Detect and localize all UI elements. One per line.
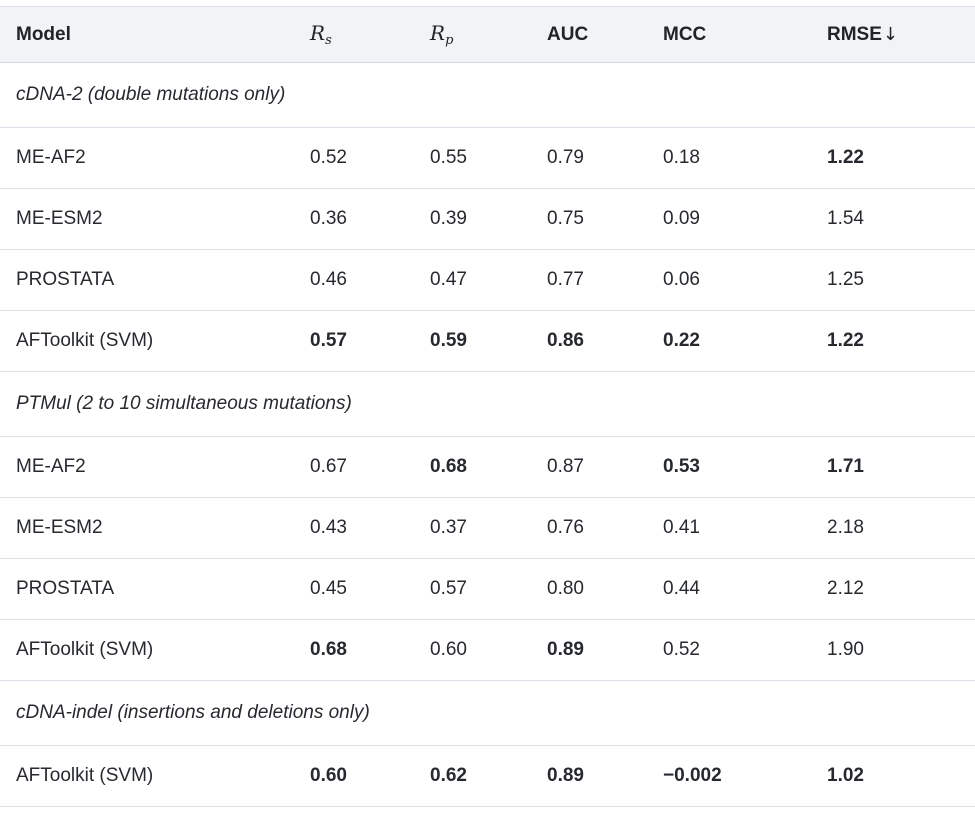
metric-value: 0.09 xyxy=(663,208,700,229)
metric-value: 0.43 xyxy=(310,517,347,538)
metric-value: 0.60 xyxy=(310,765,347,786)
metric-value: 0.86 xyxy=(547,330,584,351)
metric-value: 0.59 xyxy=(430,330,467,351)
metric-value: 0.89 xyxy=(547,639,584,660)
metric-value: 0.53 xyxy=(663,456,700,477)
metric-value: 0.57 xyxy=(430,578,467,599)
metric-value: 0.87 xyxy=(547,456,584,477)
table-row: ME-AF2 0.67 0.68 0.87 0.53 1.71 xyxy=(0,437,975,498)
table-row: AFToolkit (SVM) 0.57 0.59 0.86 0.22 1.22 xyxy=(0,311,975,372)
metric-value: 0.46 xyxy=(310,269,347,290)
model-name: AFToolkit (SVM) xyxy=(16,639,154,660)
metric-value: 0.68 xyxy=(310,639,347,660)
metric-value: 0.37 xyxy=(430,517,467,538)
metrics-table: Model Rs Rp AUC MCC RMSE↓ cDNA-2 (double mutat… xyxy=(0,6,975,807)
table-row: ME-ESM2 0.36 0.39 0.75 0.09 1.54 xyxy=(0,189,975,250)
metric-value: 0.75 xyxy=(547,208,584,229)
metric-value: 0.80 xyxy=(547,578,584,599)
column-header-rmse: RMSE↓ xyxy=(827,24,975,46)
section-header-row: cDNA-indel (insertions and deletions onl… xyxy=(0,681,975,746)
metric-value: 0.79 xyxy=(547,147,584,168)
model-name: AFToolkit (SVM) xyxy=(16,330,154,351)
metric-value: 0.47 xyxy=(430,269,467,290)
model-name: ME-AF2 xyxy=(16,456,86,477)
column-label: Model xyxy=(16,23,71,45)
metric-value: 0.67 xyxy=(310,456,347,477)
column-label: AUC xyxy=(547,23,589,45)
metric-value: 0.62 xyxy=(430,765,467,786)
column-header-rp: Rp xyxy=(430,21,547,48)
metric-value: 2.18 xyxy=(827,517,864,538)
metric-value: 0.45 xyxy=(310,578,347,599)
metric-value: 1.02 xyxy=(827,765,864,786)
table-header-row: Model Rs Rp AUC MCC RMSE↓ xyxy=(0,7,975,63)
metric-value: 0.18 xyxy=(663,147,700,168)
metric-value: 1.22 xyxy=(827,330,864,351)
column-header-model: Model xyxy=(16,24,310,46)
model-name: PROSTATA xyxy=(16,578,115,599)
column-header-auc: AUC xyxy=(547,24,663,46)
section-title: PTMul (2 to 10 simultaneous mutations) xyxy=(16,393,352,414)
metric-value: 0.89 xyxy=(547,765,584,786)
table-row: PROSTATA 0.45 0.57 0.80 0.44 2.12 xyxy=(0,559,975,620)
metric-value: 1.22 xyxy=(827,147,864,168)
table-row: AFToolkit (SVM) 0.68 0.60 0.89 0.52 1.90 xyxy=(0,620,975,681)
metric-value: −0.002 xyxy=(663,765,722,786)
column-label: RMSE xyxy=(827,23,882,45)
metric-value: 1.90 xyxy=(827,639,864,660)
metric-value: 0.06 xyxy=(663,269,700,290)
metric-value: 0.60 xyxy=(430,639,467,660)
metric-value: 0.44 xyxy=(663,578,700,599)
metric-value: 0.39 xyxy=(430,208,467,229)
math-symbol: R xyxy=(310,21,326,45)
section-header-row: cDNA-2 (double mutations only) xyxy=(0,63,975,128)
column-header-mcc: MCC xyxy=(663,24,827,46)
model-name: AFToolkit (SVM) xyxy=(16,765,154,786)
metric-value: 0.68 xyxy=(430,456,467,477)
metric-value: 0.57 xyxy=(310,330,347,351)
model-name: ME-AF2 xyxy=(16,147,86,168)
metric-value: 0.52 xyxy=(663,639,700,660)
down-arrow-icon: ↓ xyxy=(882,23,898,45)
table-row: ME-ESM2 0.43 0.37 0.76 0.41 2.18 xyxy=(0,498,975,559)
table-row: AFToolkit (SVM) 0.60 0.62 0.89 −0.002 1.02 xyxy=(0,746,975,807)
model-name: ME-ESM2 xyxy=(16,208,103,229)
section-title: cDNA-2 (double mutations only) xyxy=(16,84,286,105)
section-title: cDNA-indel (insertions and deletions onl… xyxy=(16,702,370,723)
metric-value: 1.25 xyxy=(827,269,864,290)
metric-value: 0.36 xyxy=(310,208,347,229)
math-subscript: s xyxy=(325,33,332,48)
metric-value: 1.54 xyxy=(827,208,864,229)
metric-value: 1.71 xyxy=(827,456,864,477)
section-header-row: PTMul (2 to 10 simultaneous mutations) xyxy=(0,372,975,437)
column-header-rs: Rs xyxy=(310,21,430,48)
model-name: ME-ESM2 xyxy=(16,517,103,538)
metric-value: 0.77 xyxy=(547,269,584,290)
math-symbol: R xyxy=(430,21,446,45)
table-row: PROSTATA 0.46 0.47 0.77 0.06 1.25 xyxy=(0,250,975,311)
table-row: ME-AF2 0.52 0.55 0.79 0.18 1.22 xyxy=(0,128,975,189)
model-name: PROSTATA xyxy=(16,269,115,290)
metric-value: 0.76 xyxy=(547,517,584,538)
metric-value: 0.22 xyxy=(663,330,700,351)
math-subscript: p xyxy=(445,33,454,48)
metric-value: 0.41 xyxy=(663,517,700,538)
metric-value: 2.12 xyxy=(827,578,864,599)
metric-value: 0.55 xyxy=(430,147,467,168)
column-label: MCC xyxy=(663,23,707,45)
metric-value: 0.52 xyxy=(310,147,347,168)
